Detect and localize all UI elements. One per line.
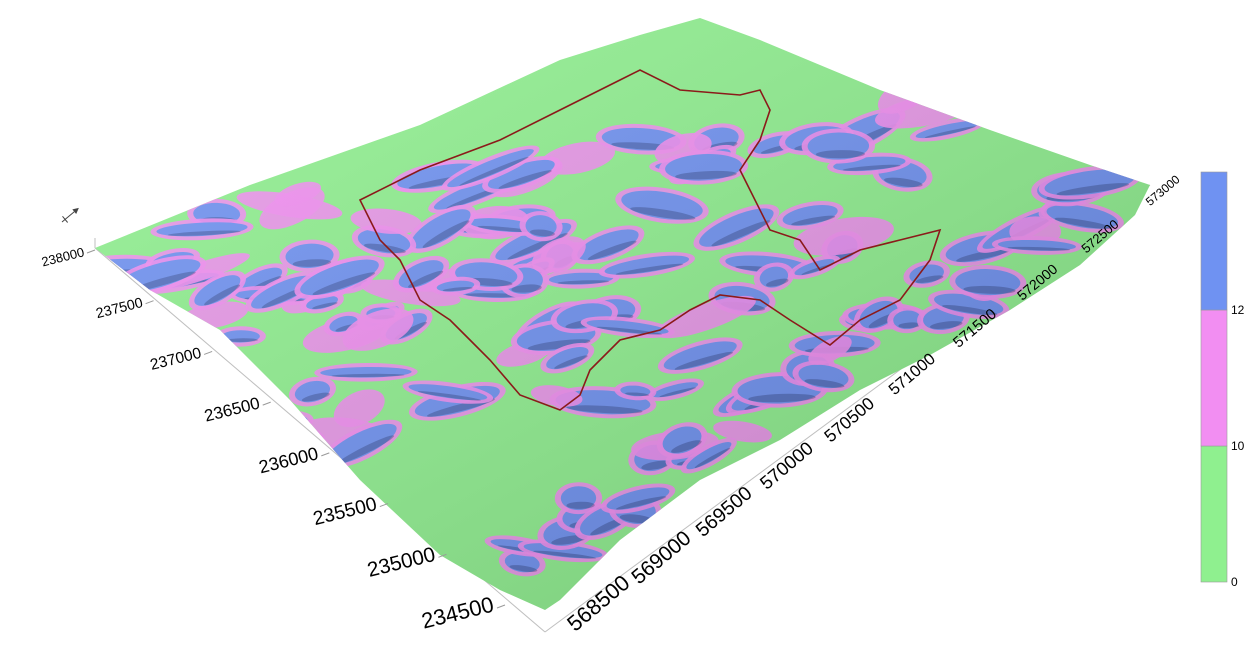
y-tick-mark	[86, 249, 96, 254]
y-tick-label: 234500	[419, 592, 496, 634]
surface-patch-shadow	[95, 458, 96, 464]
surface-patch-high	[0, 435, 69, 466]
y-tick-mark	[145, 300, 154, 305]
surface-patch-shadow	[37, 341, 84, 361]
surface-patch-shadow	[237, 436, 312, 444]
surface-patch-mid	[120, 417, 161, 442]
surface-patch-high	[95, 456, 117, 492]
surface-patch-shadow	[63, 488, 94, 505]
surface-patch-mid	[96, 457, 198, 489]
legend-label-0: 0	[1231, 575, 1238, 589]
surface-patch-mid	[13, 323, 93, 363]
legend: 12 10 0	[1200, 171, 1245, 589]
legend-label-12: 12	[1231, 303, 1245, 317]
surface-patch-shadow	[0, 514, 4, 535]
surface-shading	[95, 18, 1150, 610]
surface-patch-high	[0, 497, 8, 539]
y-tick-mark	[379, 503, 389, 508]
y-tick-mark	[262, 401, 271, 406]
surface-patch-mid	[95, 391, 141, 424]
surface-patch-mid	[0, 491, 15, 544]
surface-patch-high	[95, 320, 105, 334]
y-tick-label: 235000	[365, 543, 438, 582]
surface-patch-high	[27, 333, 88, 364]
surface-patch-mid	[95, 416, 168, 438]
surface-patch-shadow	[130, 431, 153, 438]
surface-patch-high	[226, 425, 320, 444]
surface-patch-shadow	[99, 471, 155, 477]
legend-box-low	[1200, 445, 1228, 583]
y-tick-label: 238000	[40, 244, 86, 269]
legend-label-10: 10	[1231, 439, 1245, 453]
surface-patch-high	[95, 451, 97, 464]
surface-patch-mid	[0, 440, 38, 483]
legend-box-high	[1200, 171, 1228, 311]
surface-patch-shadow	[120, 433, 180, 442]
surface-patch-high	[53, 478, 95, 508]
y-tick-mark	[496, 604, 506, 609]
terrain-surface	[0, 18, 1150, 610]
x-tick-label: 569500	[692, 482, 757, 541]
surface-patch-mid	[6, 414, 64, 452]
surface-patch-mid	[138, 452, 225, 490]
y-tick-mark	[321, 452, 330, 457]
x-tick-label: 573000	[1143, 172, 1183, 209]
surface-patch-high	[121, 376, 178, 405]
y-tick-label: 236000	[257, 443, 320, 477]
surface-patch-shadow	[95, 331, 108, 344]
y-tick-label: 237000	[148, 345, 203, 374]
surface-patch-mid	[95, 447, 103, 468]
surface-patch-high	[126, 421, 155, 438]
surface-patch-high	[95, 323, 113, 344]
surface-patch-mid	[0, 418, 53, 462]
surface-patch-high	[95, 420, 162, 434]
x-tick-label: 569000	[627, 526, 695, 588]
study-area-boundary	[358, 69, 942, 411]
y-tick-label: 235500	[311, 493, 379, 530]
surface-patch-mid	[0, 429, 76, 471]
surface-patch-mid	[95, 452, 123, 495]
surface-patch-high	[95, 465, 160, 477]
legend-box-mid	[1200, 309, 1228, 447]
north-arrow-icon	[61, 207, 79, 223]
surface-patch-high	[95, 341, 137, 353]
surface-patch-mid	[95, 337, 143, 357]
surface-patch-mid	[0, 399, 19, 428]
surface-patch-mid	[105, 419, 191, 446]
surface-patch-high	[111, 423, 185, 442]
surface-patch-shadow	[11, 433, 43, 452]
surface-patch-mid	[0, 435, 11, 474]
surface-patch-shadow	[239, 425, 303, 439]
surface-patch-shadow	[95, 348, 135, 353]
y-tick-label: 237500	[94, 295, 144, 322]
y-tick-mark	[438, 553, 447, 558]
surface-patch-high	[0, 423, 71, 453]
surface-patch-mid	[95, 478, 99, 508]
surface-patch-mid	[0, 418, 78, 456]
surface-patch-high	[2, 425, 46, 456]
y-tick-label: 236500	[202, 394, 261, 426]
surface-patch-mid	[20, 327, 95, 370]
surface-patch-shadow	[95, 328, 104, 334]
surface-patch-high	[0, 440, 5, 471]
surface-patch-shadow	[2, 440, 65, 451]
surface-patch-shadow	[127, 393, 173, 405]
surface-patch-mid	[11, 316, 65, 358]
surface-patch-shadow	[95, 427, 155, 434]
surface-patch-shadow	[95, 463, 112, 490]
surface-patch-mid	[115, 372, 184, 409]
surface-patch-shadow	[8, 444, 63, 463]
surface-patch-mid	[95, 461, 166, 481]
y-tick-mark	[203, 350, 213, 355]
